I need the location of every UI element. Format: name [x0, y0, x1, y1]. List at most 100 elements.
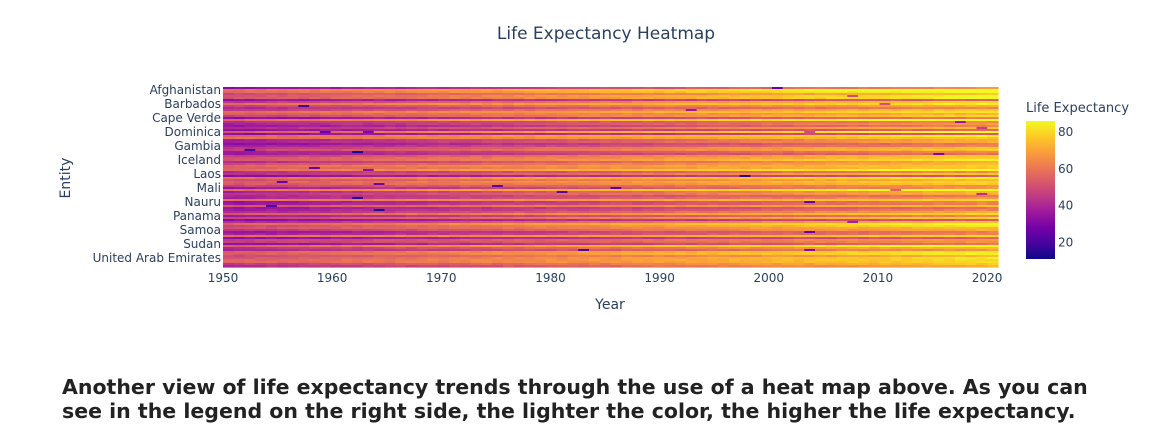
heatmap-cell: [685, 93, 698, 96]
heatmap-cell: [825, 195, 838, 198]
heatmap-cell: [954, 177, 967, 180]
heatmap-cell: [632, 195, 644, 198]
heatmap-cell: [718, 149, 730, 152]
heatmap-cell: [653, 167, 665, 170]
heatmap-cell: [545, 183, 558, 186]
heatmap-cell: [933, 165, 945, 168]
heatmap-cell: [578, 89, 590, 92]
heatmap-cell: [965, 95, 978, 98]
heatmap-cell: [728, 117, 741, 120]
heatmap-cell: [599, 179, 612, 182]
heatmap-cell: [427, 203, 439, 206]
heatmap-cell: [653, 157, 665, 160]
heatmap-cell: [535, 201, 547, 204]
heatmap-cell: [470, 207, 482, 210]
heatmap-cell: [707, 109, 719, 112]
heatmap-cell: [911, 179, 924, 182]
heatmap-cell: [352, 95, 364, 98]
heatmap-cell: [696, 121, 708, 124]
heatmap-cell: [319, 135, 332, 138]
heatmap-cell: [965, 191, 978, 194]
heatmap-cell: [319, 105, 332, 108]
heatmap-cell: [847, 199, 859, 202]
heatmap-cell: [944, 141, 956, 144]
heatmap-cell: [438, 211, 450, 214]
heatmap-cell: [545, 215, 558, 218]
heatmap-cell: [685, 111, 698, 114]
heatmap-cell: [459, 151, 472, 154]
heatmap-cell: [750, 179, 762, 182]
heatmap-cell: [362, 107, 375, 110]
heatmap-cell: [384, 219, 396, 222]
heatmap-cell: [384, 175, 396, 178]
heatmap-cell: [427, 111, 439, 114]
heatmap-cell: [524, 97, 536, 100]
heatmap-cell: [470, 123, 482, 126]
heatmap-cell: [675, 105, 687, 108]
heatmap-cell: [470, 105, 482, 108]
heatmap-cell: [718, 177, 730, 180]
heatmap-cell: [750, 159, 762, 162]
heatmap-cell: [675, 175, 687, 178]
heatmap-cell: [632, 135, 644, 138]
heatmap-cell: [944, 165, 956, 168]
heatmap-cell: [922, 107, 935, 110]
heatmap-cell: [653, 159, 665, 162]
heatmap-cell: [858, 191, 870, 194]
heatmap-cell: [901, 175, 913, 178]
heatmap-cell: [438, 185, 450, 188]
heatmap-cell: [449, 183, 461, 186]
heatmap-cell: [535, 95, 547, 98]
heatmap-cell: [556, 123, 569, 126]
heatmap-cell: [459, 123, 472, 126]
heatmap-cell: [578, 217, 590, 220]
heatmap-cell: [793, 113, 805, 116]
heatmap-cell: [449, 129, 461, 132]
heatmap-cell: [728, 193, 741, 196]
heatmap-cell: [879, 97, 891, 100]
heatmap-cell: [567, 99, 579, 102]
heatmap-cell: [524, 147, 536, 150]
heatmap-cell: [599, 123, 612, 126]
heatmap-cell: [944, 113, 956, 116]
heatmap-cell: [685, 123, 698, 126]
heatmap-cell: [954, 101, 967, 104]
heatmap-cell: [481, 213, 493, 216]
heatmap-cell: [276, 133, 289, 136]
heatmap-cell: [545, 199, 558, 202]
heatmap-cell: [535, 87, 547, 90]
heatmap-cell: [470, 103, 482, 106]
heatmap-cell: [341, 157, 353, 160]
heatmap-cell: [309, 143, 321, 146]
heatmap-cell: [567, 91, 579, 94]
heatmap-cell: [761, 145, 773, 148]
heatmap-cell: [330, 169, 342, 172]
heatmap-cell: [879, 213, 891, 216]
heatmap-cell: [276, 109, 289, 112]
heatmap-cell: [782, 143, 795, 146]
heatmap-cell: [782, 219, 795, 222]
heatmap-cell: [761, 221, 773, 224]
heatmap-cell: [502, 201, 515, 204]
heatmap-cell: [879, 217, 891, 220]
heatmap-cell: [621, 163, 633, 166]
heatmap-cell: [954, 167, 967, 170]
heatmap-cell: [632, 197, 644, 200]
heatmap-cell: [696, 169, 708, 172]
heatmap-cell: [761, 127, 773, 130]
heatmap-cell: [793, 199, 805, 202]
heatmap-cell: [352, 91, 364, 94]
heatmap-cell: [373, 173, 386, 176]
heatmap-cell: [911, 201, 924, 204]
heatmap-cell: [728, 161, 741, 164]
heatmap-cell: [632, 185, 644, 188]
heatmap-cell: [976, 147, 988, 150]
heatmap-cell: [696, 161, 708, 164]
heatmap-cell: [911, 185, 924, 188]
heatmap-cell: [653, 223, 665, 226]
heatmap-cell: [728, 169, 741, 172]
heatmap-cell: [868, 211, 881, 214]
heatmap-cell: [707, 195, 719, 198]
heatmap-cell: [621, 149, 633, 152]
heatmap-cell: [341, 195, 353, 198]
